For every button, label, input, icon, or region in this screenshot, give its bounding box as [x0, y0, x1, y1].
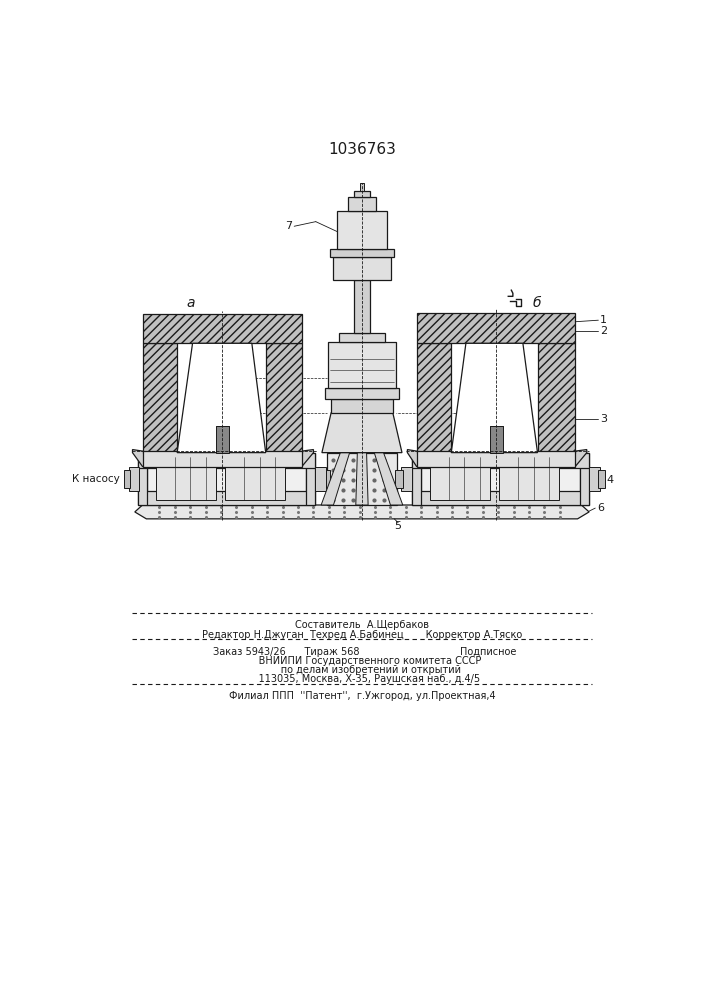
- Bar: [402, 466, 412, 491]
- Text: 1036763: 1036763: [328, 142, 396, 157]
- Polygon shape: [135, 505, 589, 519]
- Polygon shape: [143, 343, 177, 453]
- Bar: [333, 257, 391, 280]
- Polygon shape: [177, 343, 266, 453]
- Bar: [305, 453, 315, 505]
- Bar: [412, 453, 421, 505]
- Bar: [412, 491, 589, 505]
- Polygon shape: [143, 314, 302, 343]
- Text: Заказ 5943/26      Тираж 568: Заказ 5943/26 Тираж 568: [214, 647, 360, 657]
- Text: 7: 7: [286, 221, 293, 231]
- Text: Редактор Н.Джуган  Техред А.Бабинец       Корректор А.Тяско: Редактор Н.Джуган Техред А.Бабинец Корре…: [201, 630, 522, 640]
- Bar: [430, 457, 490, 500]
- Bar: [326, 470, 330, 488]
- Bar: [589, 466, 600, 491]
- Bar: [329, 249, 395, 257]
- Text: 3: 3: [600, 414, 607, 424]
- Bar: [354, 280, 370, 333]
- Bar: [147, 453, 305, 505]
- Text: 6: 6: [597, 503, 604, 513]
- Bar: [327, 453, 397, 505]
- Polygon shape: [407, 450, 587, 466]
- Bar: [490, 426, 503, 453]
- Polygon shape: [266, 343, 302, 453]
- Bar: [416, 451, 575, 466]
- Bar: [348, 197, 376, 211]
- Bar: [339, 333, 385, 342]
- Bar: [156, 457, 216, 500]
- Bar: [412, 453, 589, 468]
- Polygon shape: [132, 450, 313, 466]
- Polygon shape: [537, 343, 575, 453]
- Bar: [337, 211, 387, 249]
- Bar: [421, 453, 580, 505]
- Text: 5: 5: [395, 521, 402, 531]
- Bar: [143, 451, 302, 466]
- Polygon shape: [451, 343, 537, 453]
- Polygon shape: [416, 343, 451, 453]
- Polygon shape: [321, 453, 350, 505]
- Text: 4: 4: [606, 475, 613, 485]
- Bar: [138, 453, 315, 468]
- Bar: [331, 399, 393, 413]
- Bar: [499, 457, 559, 500]
- Text: Филиал ППП  ''Патент'',  г.Ужгород, ул.Проектная,4: Филиал ППП ''Патент'', г.Ужгород, ул.Про…: [228, 691, 496, 701]
- Polygon shape: [322, 413, 402, 453]
- Text: ВНИИПИ Государственного комитета СССР: ВНИИПИ Государственного комитета СССР: [243, 656, 481, 666]
- Bar: [360, 183, 364, 191]
- Text: 1: 1: [600, 315, 607, 325]
- Bar: [328, 342, 396, 388]
- Text: а: а: [186, 296, 194, 310]
- Text: 113035, Москва, Х-35, Раушская наб., д.4/5: 113035, Москва, Х-35, Раушская наб., д.4…: [243, 674, 481, 684]
- Text: б: б: [532, 296, 541, 310]
- Text: Составитель  А.Щербаков: Составитель А.Щербаков: [295, 620, 429, 631]
- Polygon shape: [374, 453, 403, 505]
- Polygon shape: [356, 453, 368, 505]
- Bar: [354, 191, 370, 197]
- Text: 2: 2: [600, 326, 607, 336]
- Bar: [225, 457, 285, 500]
- Text: по делам изобретений и открытий: по делам изобретений и открытий: [262, 665, 462, 675]
- Bar: [325, 388, 399, 399]
- Bar: [598, 470, 604, 488]
- Bar: [395, 470, 403, 488]
- Bar: [129, 466, 139, 491]
- Bar: [124, 470, 130, 488]
- Bar: [138, 491, 315, 505]
- Bar: [315, 466, 326, 491]
- Polygon shape: [416, 312, 575, 343]
- Bar: [138, 453, 147, 505]
- Text: Подписное: Подписное: [460, 647, 516, 657]
- Text: К насосу: К насосу: [71, 474, 119, 484]
- Bar: [580, 453, 589, 505]
- Bar: [216, 426, 229, 453]
